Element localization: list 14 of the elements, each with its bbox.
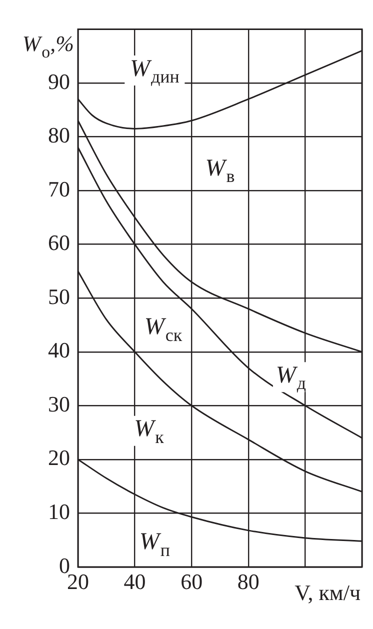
y-tick-label: 10	[48, 499, 70, 524]
y-tick-label: 80	[48, 122, 70, 148]
x-tick-label: 40	[124, 568, 146, 594]
y-tick-label: 60	[48, 230, 70, 256]
x-tick-label: 60	[180, 568, 203, 594]
y-tick-label: 20	[48, 445, 70, 470]
y-tick-label: 90	[48, 68, 70, 94]
x-axis-title: V, км/ч	[294, 580, 361, 605]
y-tick-label: 0	[59, 552, 70, 578]
y-tick-label: 70	[48, 176, 70, 202]
y-tick-label: 50	[48, 284, 70, 309]
x-tick-label: 80	[237, 568, 260, 594]
y-tick-label: 30	[48, 391, 70, 416]
y-tick-label: 40	[48, 338, 70, 363]
